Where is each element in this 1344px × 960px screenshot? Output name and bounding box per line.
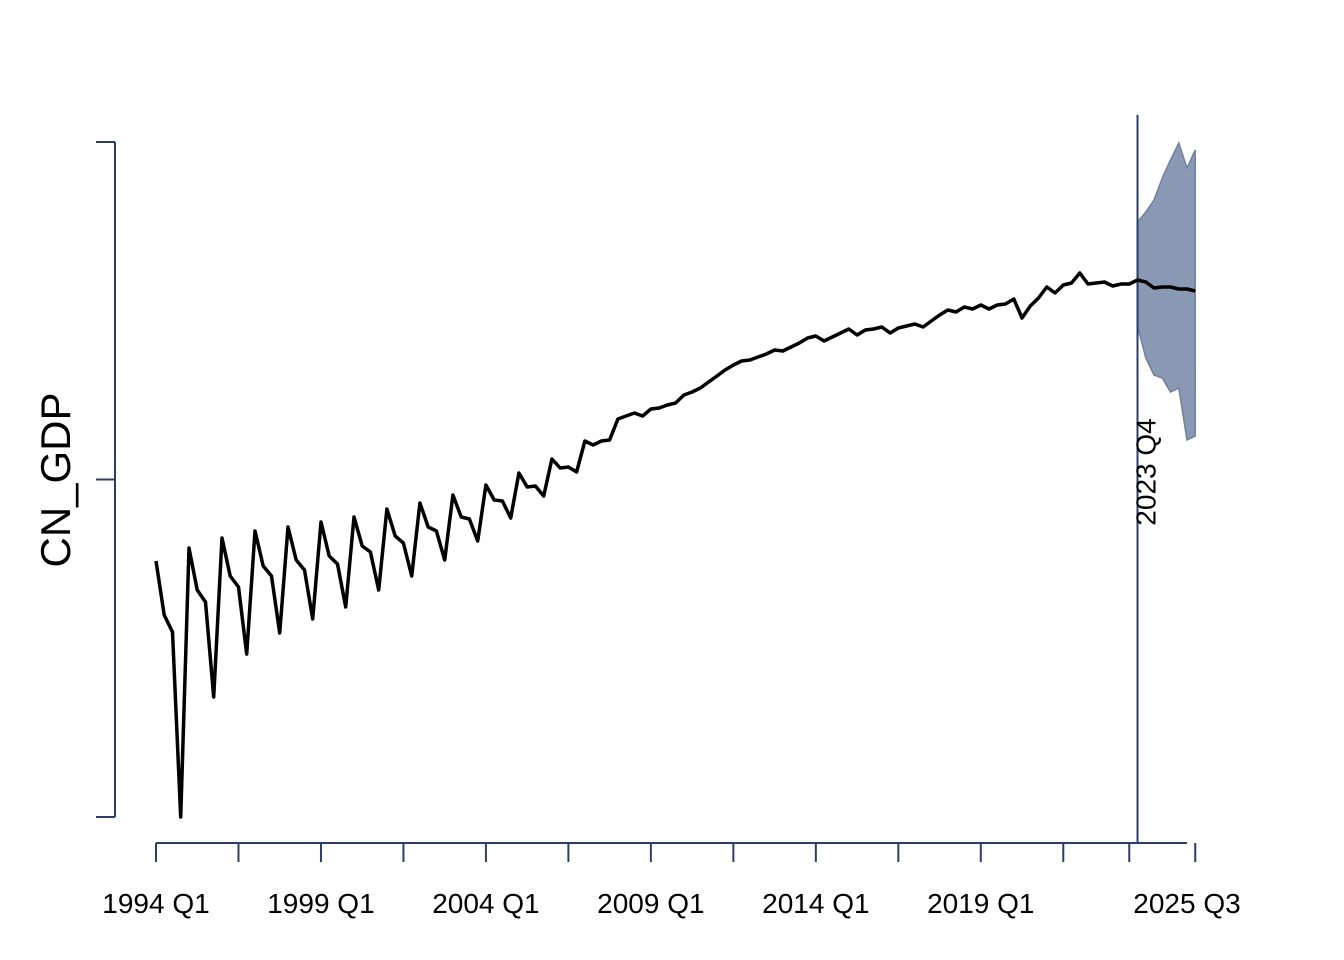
x-tick-label: 2014 Q1 bbox=[762, 888, 869, 919]
y-axis-label: CN_GDP bbox=[32, 392, 79, 567]
forecast-start-label: 2023 Q4 bbox=[1131, 418, 1162, 525]
x-tick-label: 2004 Q1 bbox=[432, 888, 539, 919]
x-tick-label: 1999 Q1 bbox=[267, 888, 374, 919]
x-tick-label: 1994 Q1 bbox=[102, 888, 209, 919]
x-tick-label: 2025 Q3 bbox=[1133, 888, 1240, 919]
data-line bbox=[154, 271, 1196, 819]
forecast-band bbox=[1136, 141, 1196, 442]
x-tick-label: 2009 Q1 bbox=[597, 888, 704, 919]
x-tick-label: 2019 Q1 bbox=[927, 888, 1034, 919]
